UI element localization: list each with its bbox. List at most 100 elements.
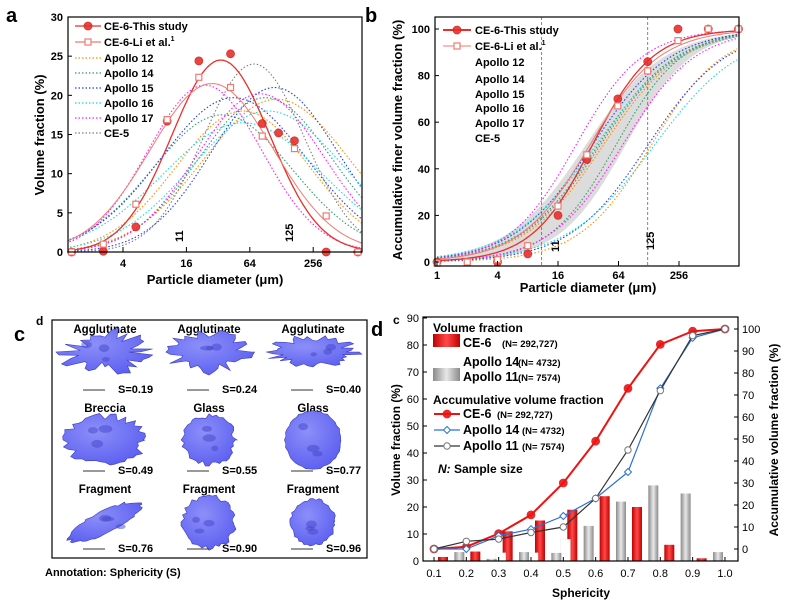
bar-ce-6: [631, 507, 642, 561]
y2-tick-label: 60: [742, 412, 754, 424]
series-curve-apollo-16: [68, 122, 362, 242]
data-point: [583, 151, 591, 159]
legend-label: Apollo 17: [475, 118, 525, 130]
x-tick-label: 16: [552, 270, 564, 282]
legend-label-text: CE-5: [475, 133, 500, 145]
bar-ce-6: [599, 496, 610, 561]
legend-label: Apollo 12: [475, 57, 525, 69]
bar-apollo-14: [495, 552, 506, 562]
line-point: [559, 523, 568, 531]
bar-ce-6: [534, 520, 545, 561]
x-tick-label: 0.3: [491, 568, 506, 580]
bar-apollo-11: [712, 552, 723, 561]
line-point: [462, 537, 471, 545]
panel-c-particles: Annotation: Sphericity (S) Agglutinate S=…: [45, 319, 368, 579]
legend-line-sample-size: (N= 7574): [522, 442, 565, 453]
y2-tick-label: 20: [742, 500, 754, 512]
fit-curve-ce6-li: [68, 83, 362, 244]
panel-a-annotation-125: 125: [284, 224, 296, 242]
legend-label: CE-6-This study: [475, 25, 560, 37]
data-point: [163, 116, 171, 124]
data-point: [258, 132, 266, 140]
sphericity-value: S=0.40: [326, 384, 361, 396]
y-tick-label: 10: [51, 169, 63, 181]
bar-apollo-11: [551, 552, 562, 561]
legend-label: Apollo 15: [475, 89, 525, 101]
y2-tick-label: 40: [742, 456, 754, 468]
line-point: [624, 446, 632, 454]
legend-marker: [442, 409, 452, 419]
legend-marker: [452, 25, 462, 35]
bar-apollo-11: [486, 558, 497, 561]
series-curve-apollo-15: [68, 86, 362, 252]
particle-surface-shading: [91, 439, 104, 448]
data-point: [257, 119, 267, 128]
particle-surface-shading: [98, 425, 113, 433]
data-point: [98, 246, 108, 256]
particle-surface-shading: [87, 427, 99, 434]
series-curve-apollo-17: [436, 37, 738, 262]
particles-frame: [51, 319, 368, 559]
legend-label-text: Apollo 17: [475, 118, 525, 130]
legend-marker: [83, 21, 93, 31]
legend-bar-label: Apollo 14: [463, 355, 519, 369]
data-point: [554, 202, 562, 210]
y2-tick-label: 0: [742, 544, 748, 556]
sphericity-value: S=0.49: [118, 465, 153, 477]
y2-tick-label: 50: [742, 434, 754, 446]
legend-label: CE-6-Li et al.1: [475, 40, 546, 53]
bar-ce-6: [696, 558, 707, 561]
particle-surface-shading: [306, 520, 317, 529]
data-point: [673, 24, 683, 34]
y-tick-label: 40: [407, 448, 419, 460]
sphericity-value: S=0.76: [118, 543, 153, 555]
y2-tick-label: 30: [742, 478, 754, 490]
particle-surface-shading: [98, 344, 110, 352]
line-point: [462, 544, 471, 554]
sphericity-value: S=0.90: [222, 543, 257, 555]
legend-bar-sample-size: (N= 4732): [518, 358, 561, 369]
y-tick-label: 10: [407, 529, 419, 541]
x-tick-label: 16: [180, 258, 192, 270]
legend-line-label: Apollo 11: [463, 439, 519, 453]
data-point: [524, 242, 532, 250]
x-tick-label: 64: [612, 270, 625, 282]
legend-label-text: Apollo 12: [475, 57, 525, 69]
legend-label-text: Apollo 16: [104, 98, 154, 110]
x-tick-label: 0.8: [653, 568, 668, 580]
line-point: [558, 478, 568, 488]
y2-tick-label: 80: [742, 368, 754, 380]
panel-d-xlabel: Sphericity: [552, 586, 610, 600]
legend-sample-size-text: Sample size: [451, 462, 523, 476]
particle-type-label: Fragment: [287, 484, 340, 496]
bar-ce-6: [567, 509, 578, 561]
particle-surface-shading: [194, 528, 205, 534]
series-curve-apollo-17: [68, 84, 362, 249]
line-apollo-11: [433, 328, 726, 550]
legend-label-text: Apollo 17: [104, 113, 154, 125]
y-tick-label: 0: [413, 556, 419, 568]
legend-marker: [443, 442, 451, 450]
legend-line-sample-size: (N= 292,727): [497, 410, 553, 421]
legend-marker: [84, 38, 92, 46]
legend-label: Apollo 15: [104, 83, 154, 95]
line-point: [591, 494, 600, 503]
particle-surface-shading: [200, 345, 214, 351]
data-point: [704, 25, 712, 33]
legend-label-text: CE-6-Li et al.: [475, 41, 542, 53]
y-tick-label: 100: [412, 24, 430, 36]
particle-surface-shading: [101, 516, 115, 522]
y-tick-label: 30: [51, 12, 63, 24]
y-tick-label: 60: [407, 394, 419, 406]
legend-label: Apollo 14: [475, 74, 525, 86]
y2-tick-label: 70: [742, 390, 754, 402]
sphericity-value: S=0.19: [118, 384, 153, 396]
legend-label-text: Apollo 15: [104, 83, 154, 95]
bar-apollo-11: [680, 493, 691, 561]
data-point: [613, 94, 623, 104]
panel-label-c: c: [14, 324, 25, 346]
x-tick-label: 1.0: [717, 568, 732, 580]
data-point: [290, 145, 299, 153]
panel-a-xlabel: Particle diameter (μm): [147, 272, 284, 287]
